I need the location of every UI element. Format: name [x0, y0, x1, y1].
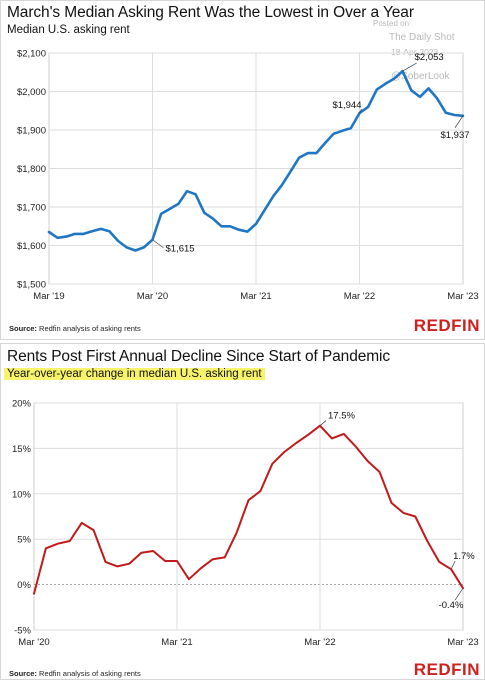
rent-chart-panel: March's Median Asking Rent Was the Lowes… — [0, 0, 485, 340]
series-line — [47, 69, 465, 252]
x-tick-label: Mar '21 — [161, 637, 192, 648]
x-tick-label: Mar '23 — [447, 291, 478, 302]
y-tick-label: 5% — [17, 535, 31, 546]
annotation-leader — [454, 115, 464, 128]
watermark-handle: @SoberLook — [391, 71, 450, 82]
annotation-leader — [319, 420, 327, 426]
data-label: $1,937 — [440, 130, 469, 141]
y-tick-label: $1,500 — [17, 280, 46, 291]
yoy-chart-title: Rents Post First Annual Decline Since St… — [7, 348, 391, 365]
yoy-chart-panel: Rents Post First Annual Decline Since St… — [0, 343, 485, 680]
watermark-posted: Posted on — [373, 19, 410, 28]
y-tick-label: 0% — [17, 580, 31, 591]
x-tick-label: Mar '21 — [240, 291, 271, 302]
x-tick-label: Mar '22 — [344, 291, 375, 302]
redfin-logo: REDFIN — [413, 660, 480, 679]
redfin-logo: REDFIN — [413, 316, 480, 335]
data-label: $1,944 — [332, 100, 361, 111]
watermark-daily-shot: The Daily Shot — [389, 32, 455, 43]
x-tick-label: Mar '23 — [447, 637, 478, 648]
rent-chart-source: Source: Redfin analysis of asking rents — [9, 324, 141, 333]
watermark-date: 18-Apr-2023 — [391, 47, 439, 57]
yoy-line-chart: -5% 0% 5% 10% 15% 20% Mar '20 Mar '21 Mar '22 Mar… — [12, 399, 479, 649]
plot-frame — [33, 402, 464, 631]
data-label: $2,053 — [415, 52, 444, 63]
annotation-leader — [454, 588, 464, 601]
annotation-leader — [152, 239, 164, 249]
y-tick-label: -5% — [14, 626, 31, 637]
data-label: 17.5% — [328, 411, 355, 422]
series-line — [33, 424, 464, 595]
y-tick-label: $2,000 — [17, 87, 46, 98]
y-tick-label: 10% — [12, 489, 32, 500]
x-tick-label: Mar '20 — [137, 291, 168, 302]
annotation-leader — [402, 62, 417, 72]
annotation-leader — [450, 561, 456, 570]
y-tick-label: $2,100 — [17, 49, 46, 60]
y-tick-label: 15% — [12, 444, 32, 455]
annotation-leader — [359, 108, 362, 114]
y-tick-label: $1,800 — [17, 164, 46, 175]
x-tick-label: Mar '20 — [18, 637, 49, 648]
x-tick-label: Mar '19 — [33, 291, 64, 302]
data-label: 1.7% — [453, 551, 475, 562]
y-tick-label: $1,700 — [17, 203, 46, 214]
yoy-chart-source: Source: Redfin analysis of asking rents — [9, 669, 141, 678]
x-tick-label: Mar '22 — [304, 637, 335, 648]
rent-chart-subtitle: Median U.S. asking rent — [7, 24, 130, 36]
y-tick-label: $1,600 — [17, 241, 46, 252]
yoy-chart-subtitle: Year-over-year change in median U.S. ask… — [4, 368, 265, 380]
y-tick-label: 20% — [12, 399, 32, 410]
rent-line-chart: $1,500 $1,600 $1,700 $1,800 $1,900 $2,000 $2,1… — [17, 49, 479, 303]
data-label: $1,615 — [166, 244, 195, 255]
rent-chart-title: March's Median Asking Rent Was the Lowes… — [7, 4, 414, 21]
data-label: -0.4% — [439, 600, 464, 611]
y-tick-label: $1,900 — [17, 126, 46, 137]
